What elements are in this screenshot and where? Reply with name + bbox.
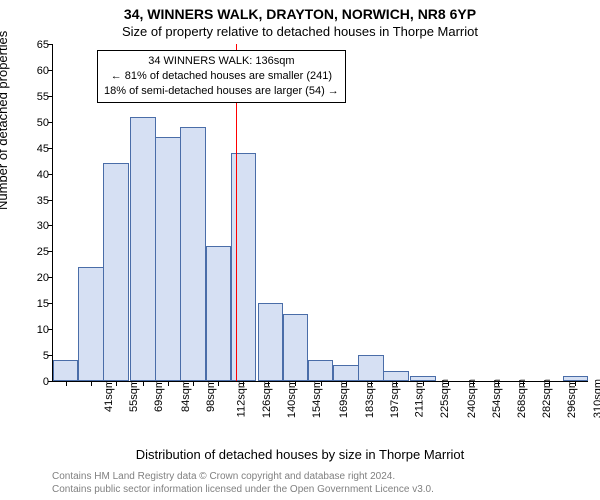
- xtick-label: 98sqm: [205, 379, 217, 412]
- annotation-line2: ← 81% of detached houses are smaller (24…: [104, 69, 339, 84]
- xtick-mark: [448, 381, 449, 386]
- xtick-label: 154sqm: [312, 379, 324, 418]
- xtick-mark: [116, 381, 117, 386]
- ytick-label: 35: [19, 195, 49, 207]
- xtick-mark: [498, 381, 499, 386]
- histogram-bar: [231, 153, 256, 381]
- histogram-bar: [383, 371, 408, 381]
- xtick-mark: [218, 381, 219, 386]
- xtick-mark: [168, 381, 169, 386]
- xtick-label: 140sqm: [286, 379, 298, 418]
- histogram-bar: [155, 137, 180, 381]
- title-sub: Size of property relative to detached ho…: [0, 24, 600, 39]
- xtick-mark: [321, 381, 322, 386]
- xtick-mark: [143, 381, 144, 386]
- histogram-bar: [283, 314, 308, 381]
- xtick-mark: [396, 381, 397, 386]
- xtick-label: 254sqm: [491, 379, 503, 418]
- annotation-line3: 18% of semi-detached houses are larger (…: [104, 84, 339, 99]
- annotation-box: 34 WINNERS WALK: 136sqm← 81% of detached…: [97, 50, 346, 103]
- xtick-mark: [423, 381, 424, 386]
- ytick-label: 20: [19, 272, 49, 284]
- xtick-label: 225sqm: [439, 379, 451, 418]
- ytick-label: 15: [19, 298, 49, 310]
- histogram-bar: [563, 376, 588, 381]
- ytick-label: 45: [19, 143, 49, 155]
- histogram-bar: [258, 303, 283, 381]
- ytick-label: 30: [19, 220, 49, 232]
- ytick-label: 0: [19, 376, 49, 388]
- xtick-mark: [549, 381, 550, 386]
- xtick-label: 69sqm: [153, 379, 165, 412]
- histogram-bar: [130, 117, 155, 381]
- credits-line2: Contains public sector information licen…: [52, 484, 590, 497]
- xtick-label: 268sqm: [516, 379, 528, 418]
- histogram-bar: [180, 127, 205, 381]
- xtick-mark: [243, 381, 244, 386]
- ytick-label: 60: [19, 65, 49, 77]
- xtick-mark: [371, 381, 372, 386]
- credits: Contains HM Land Registry data © Crown c…: [52, 471, 590, 496]
- credits-line1: Contains HM Land Registry data © Crown c…: [52, 471, 590, 484]
- ytick-label: 10: [19, 324, 49, 336]
- histogram-bar: [358, 355, 383, 381]
- xtick-mark: [91, 381, 92, 386]
- ytick-label: 50: [19, 117, 49, 129]
- histogram-bar: [308, 360, 333, 381]
- ytick-label: 40: [19, 169, 49, 181]
- xtick-label: 282sqm: [541, 379, 553, 418]
- xtick-label: 112sqm: [235, 379, 247, 417]
- xtick-mark: [295, 381, 296, 386]
- x-axis-label: Distribution of detached houses by size …: [0, 447, 600, 462]
- histogram-bar: [333, 365, 358, 381]
- xtick-label: 84sqm: [180, 379, 192, 412]
- xtick-label: 183sqm: [364, 379, 376, 418]
- xtick-mark: [193, 381, 194, 386]
- xtick-label: 169sqm: [339, 379, 351, 418]
- ytick-label: 55: [19, 91, 49, 103]
- annotation-line1: 34 WINNERS WALK: 136sqm: [104, 54, 339, 69]
- xtick-label: 296sqm: [567, 379, 579, 418]
- xtick-mark: [66, 381, 67, 386]
- title-main: 34, WINNERS WALK, DRAYTON, NORWICH, NR8 …: [0, 6, 600, 22]
- y-axis-label: Number of detached properties: [0, 31, 10, 210]
- histogram-bar: [206, 246, 231, 381]
- xtick-mark: [523, 381, 524, 386]
- histogram-bar: [53, 360, 78, 381]
- xtick-label: 126sqm: [261, 379, 273, 418]
- histogram-bar: [410, 376, 435, 381]
- xtick-label: 55sqm: [128, 379, 140, 412]
- ytick-label: 5: [19, 350, 49, 362]
- xtick-label: 41sqm: [103, 379, 115, 412]
- ytick-label: 25: [19, 246, 49, 258]
- xtick-mark: [346, 381, 347, 386]
- xtick-label: 197sqm: [389, 379, 401, 418]
- xtick-mark: [268, 381, 269, 386]
- histogram-bar: [78, 267, 103, 381]
- xtick-mark: [473, 381, 474, 386]
- histogram-plot: 0510152025303540455055606541sqm55sqm69sq…: [52, 44, 588, 382]
- histogram-bar: [103, 163, 128, 381]
- xtick-mark: [575, 381, 576, 386]
- xtick-label: 240sqm: [466, 379, 478, 418]
- ytick-label: 65: [19, 39, 49, 51]
- xtick-label: 310sqm: [592, 379, 600, 418]
